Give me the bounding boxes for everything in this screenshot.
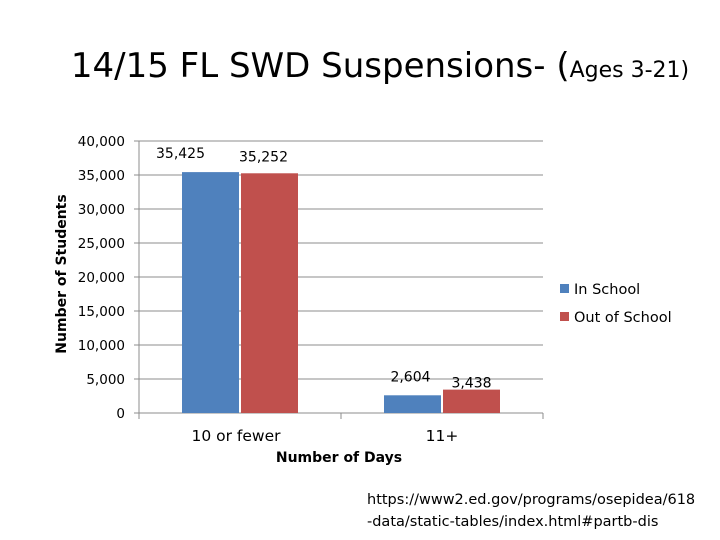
source-citation: https://www2.ed.gov/programs/osepidea/61…: [367, 489, 717, 533]
y-tick-label: 15,000: [78, 304, 125, 320]
y-tick-label: 30,000: [78, 202, 125, 218]
y-tick-label: 20,000: [78, 270, 125, 286]
data-label: 35,252: [239, 149, 288, 165]
y-tick-label: 25,000: [78, 236, 125, 252]
data-label: 35,425: [156, 146, 205, 162]
legend-swatch: [560, 312, 569, 321]
data-label: 2,604: [390, 369, 430, 385]
y-tick-label: 5,000: [86, 372, 125, 388]
source-line-2: -data/static-tables/index.html#partb-dis: [367, 514, 659, 530]
chart-title-main: 14/15 FL SWD Suspensions- (: [70, 46, 570, 86]
y-tick-label: 0: [116, 406, 125, 422]
y-tick-label: 10,000: [78, 338, 125, 354]
x-category-label: 11+: [426, 427, 459, 445]
y-axis-title: Number of Students: [54, 194, 70, 353]
chart-title: 14/15 FL SWD Suspensions- (Ages 3-21): [0, 46, 720, 86]
source-line-1: https://www2.ed.gov/programs/osepidea/61…: [367, 492, 696, 508]
chart-title-ages: Ages 3-21): [569, 58, 690, 83]
bar: [443, 389, 500, 413]
x-axis-title: Number of Days: [276, 450, 402, 466]
bar: [241, 173, 298, 413]
bar: [384, 395, 441, 413]
y-tick-label: 35,000: [78, 168, 125, 184]
y-tick-label: 40,000: [78, 134, 125, 150]
bar: [182, 172, 239, 413]
x-category-label: 10 or fewer: [191, 427, 281, 445]
legend-swatch: [560, 284, 569, 293]
legend-label: Out of School: [574, 310, 672, 326]
data-label: 3,438: [451, 376, 491, 392]
legend-label: In School: [574, 282, 640, 298]
